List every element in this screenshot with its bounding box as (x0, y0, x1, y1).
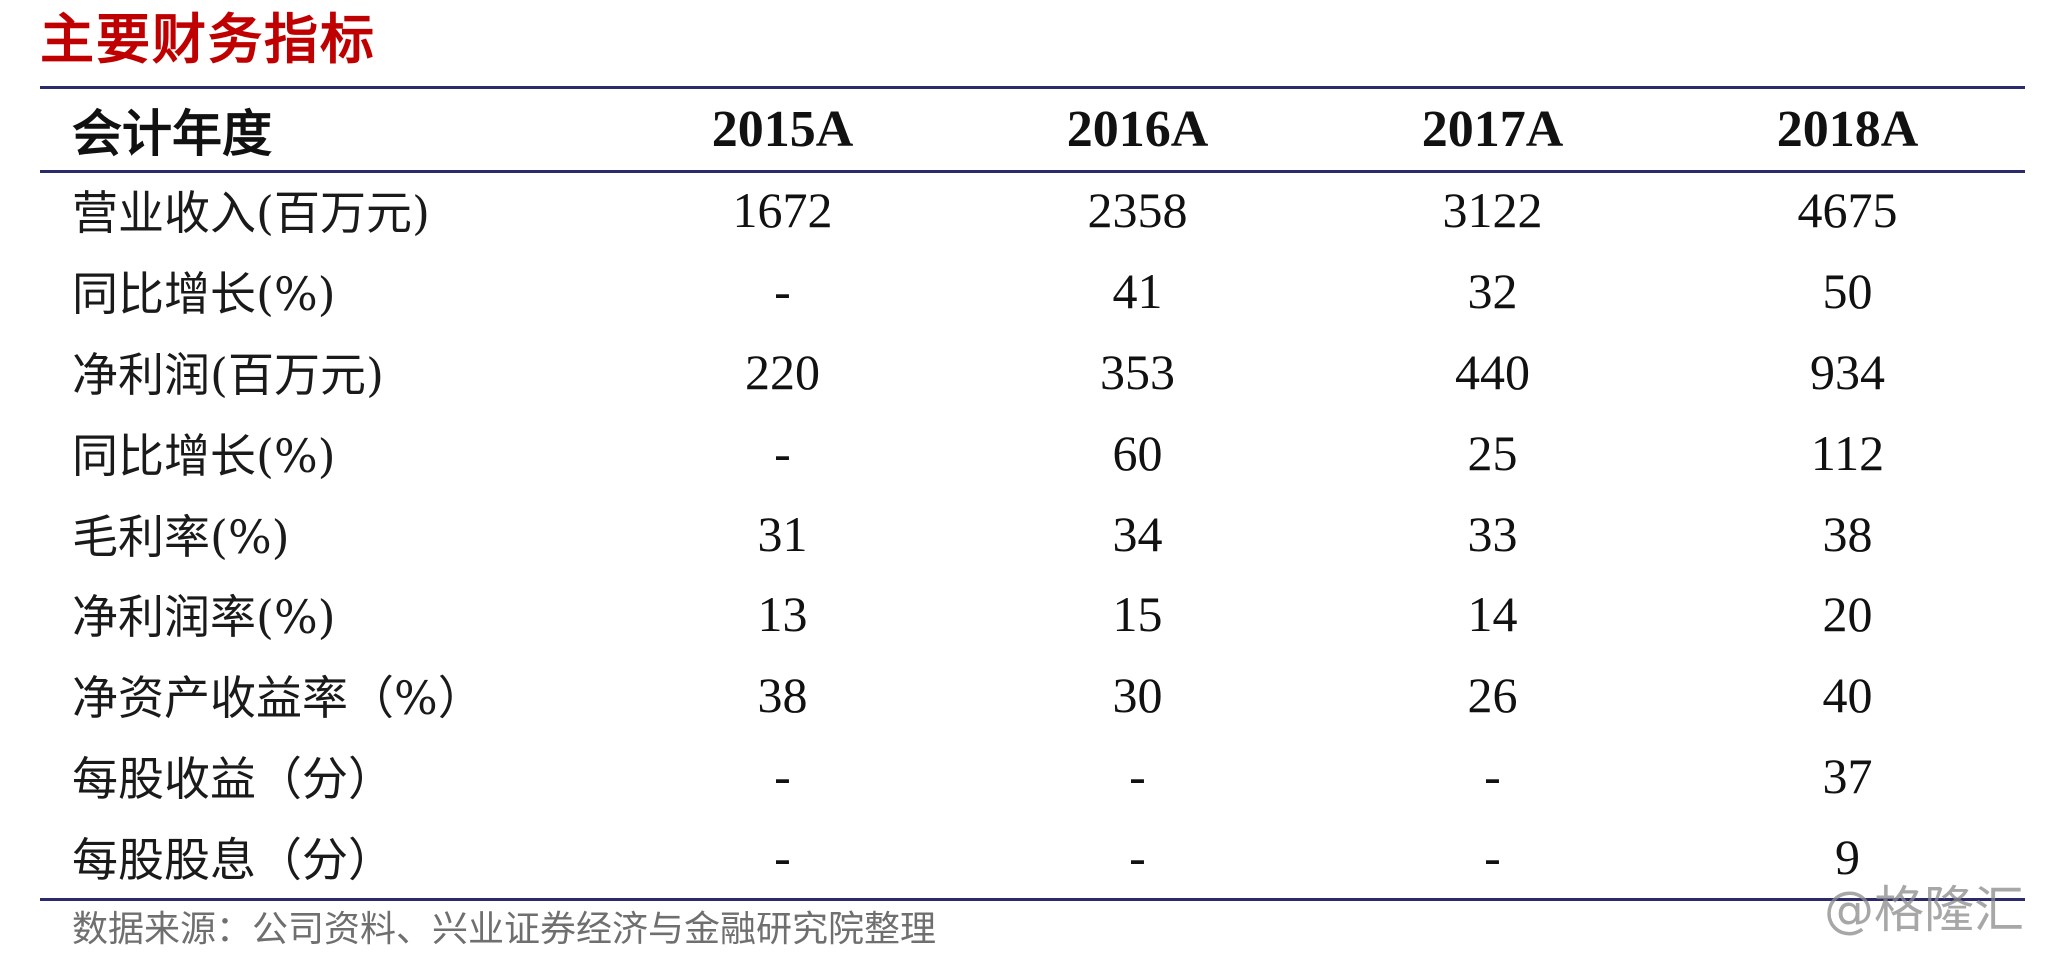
header-row: 会计年度 2015A 2016A 2017A 2018A (40, 89, 2025, 170)
table-cell: 14 (1467, 586, 1518, 643)
table-cell: 32 (1467, 263, 1518, 320)
table-cell: - (774, 747, 791, 804)
table-cell: 9 (1835, 828, 1860, 885)
table-cell: 112 (1810, 424, 1885, 481)
table-cell: - (774, 828, 791, 885)
table-cell: 38 (757, 667, 808, 724)
table-cell: 440 (1455, 343, 1530, 400)
table-row: 每股收益（分） - - - 37 (40, 736, 2025, 817)
table-cell: 20 (1822, 586, 1873, 643)
data-source-note: 数据来源：公司资料、兴业证券经济与金融研究院整理 (72, 909, 937, 950)
table-cell: - (774, 424, 791, 481)
table-cell: 60 (1112, 424, 1163, 481)
table-row: 净利润(百万元) 220 353 440 934 (40, 332, 2025, 413)
table-cell: 353 (1100, 343, 1175, 400)
row-label: 同比增长(%) (72, 428, 336, 483)
table-cell: 3122 (1442, 182, 1543, 239)
table-row: 净利润率(%) 13 15 14 20 (40, 574, 2025, 655)
table-row: 每股股息（分） - - - 9 (40, 816, 2025, 897)
table-cell: 40 (1822, 667, 1873, 724)
table-cell: - (1484, 828, 1501, 885)
year-header: 2015A (711, 101, 854, 158)
table-cell: 34 (1112, 505, 1163, 562)
table-cell: - (1129, 828, 1146, 885)
year-header: 2018A (1776, 101, 1919, 158)
table-row: 同比增长(%) - 41 32 50 (40, 251, 2025, 332)
header-rule (40, 170, 2025, 173)
row-label: 净利润率(%) (72, 590, 336, 645)
row-label: 营业收入(百万元) (72, 186, 430, 241)
table-cell: 31 (757, 505, 808, 562)
bottom-rule (40, 898, 2025, 901)
table-cell: 50 (1822, 263, 1873, 320)
row-label: 净利润(百万元) (72, 347, 384, 402)
table-row: 同比增长(%) - 60 25 112 (40, 412, 2025, 493)
table-cell: - (1484, 747, 1501, 804)
table-row: 净资产收益率（%） 38 30 26 40 (40, 655, 2025, 736)
row-label: 毛利率(%) (72, 509, 290, 564)
table-row: 毛利率(%) 31 34 33 38 (40, 493, 2025, 574)
table-cell: 38 (1822, 505, 1873, 562)
table-cell: 15 (1112, 586, 1163, 643)
table-cell: 30 (1112, 667, 1163, 724)
table-cell: 1672 (732, 182, 833, 239)
row-label: 净资产收益率（%） (72, 671, 484, 726)
financial-indicators-table: 会计年度 2015A 2016A 2017A 2018A 营业收入(百万元) 1… (40, 89, 2025, 897)
table-cell: 25 (1467, 424, 1518, 481)
table-cell: 220 (745, 343, 820, 400)
table-cell: 2358 (1087, 182, 1188, 239)
table-row: 营业收入(百万元) 1672 2358 3122 4675 (40, 170, 2025, 251)
row-label: 每股股息（分） (72, 832, 394, 887)
row-label: 同比增长(%) (72, 267, 336, 322)
table-cell: - (774, 263, 791, 320)
table-cell: 37 (1822, 747, 1873, 804)
table-cell: 41 (1112, 263, 1163, 320)
table-cell: 4675 (1797, 182, 1898, 239)
table-cell: 13 (757, 586, 808, 643)
table-cell: 26 (1467, 667, 1518, 724)
year-header: 2016A (1066, 101, 1209, 158)
top-rule (40, 86, 2025, 89)
table-cell: 33 (1467, 505, 1518, 562)
table-cell: - (1129, 747, 1146, 804)
year-header: 2017A (1421, 101, 1564, 158)
fiscal-year-header: 会计年度 (72, 103, 272, 163)
table-cell: 934 (1810, 343, 1885, 400)
row-label: 每股收益（分） (72, 751, 394, 806)
watermark: @格隆汇 (1824, 881, 2024, 939)
table-title: 主要财务指标 (40, 7, 376, 71)
